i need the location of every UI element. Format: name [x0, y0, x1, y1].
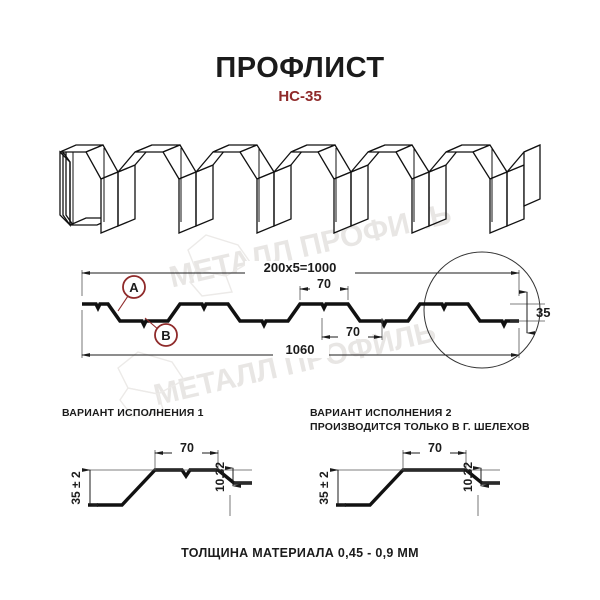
dimension-label-trough-bottom: 70	[346, 325, 360, 339]
detail-circle	[423, 251, 541, 369]
watermark-logo-bottom	[117, 351, 186, 417]
dimension-crest-top: 70	[299, 277, 349, 291]
variant-2-label-top-width: 70	[428, 441, 442, 455]
variant-2-heading-line-1: ВАРИАНТ ИСПОЛНЕНИЯ 2	[310, 407, 452, 419]
callout-a-label: A	[129, 280, 139, 295]
dimension-trough-bottom: 70	[321, 325, 383, 339]
dimension-label-crest-top: 70	[317, 277, 331, 291]
variant-1-dimension-top-width: 70	[154, 441, 219, 455]
callout-b: B	[144, 317, 178, 347]
dimension-label-working-width: 200x5=1000	[264, 260, 337, 275]
profile-outline	[82, 302, 519, 330]
variant-2-label-flange: 10.32	[461, 462, 475, 492]
variant-2-label-height: 35 ± 2	[317, 471, 331, 505]
variant-2-dimension-top-width: 70	[402, 441, 467, 455]
variant-2-drawing: 70 10.32 35 ± 2	[317, 441, 500, 516]
callout-b-label: B	[161, 328, 170, 343]
dimension-overall-width: 1060	[81, 342, 520, 358]
variant-1-dimension-flange: 10.32	[213, 462, 241, 492]
dimension-label-overall-width: 1060	[286, 342, 315, 357]
variant-1-heading-line-1: ВАРИАНТ ИСПОЛНЕНИЯ 1	[62, 407, 204, 419]
page-subtitle-model: НС-35	[278, 88, 322, 105]
variant-1-label-height: 35 ± 2	[69, 471, 83, 505]
variant-1-label-flange: 10.32	[213, 462, 227, 492]
material-thickness-note: ТОЛЩИНА МАТЕРИАЛА 0,45 - 0,9 ММ	[181, 546, 419, 560]
variant-2-heading-line-2: ПРОИЗВОДИТСЯ ТОЛЬКО В Г. ШЕЛЕХОВ	[310, 421, 530, 433]
variant-2-dimension-flange: 10.32	[461, 462, 489, 492]
variant-1-dimension-height: 35 ± 2	[69, 468, 98, 507]
callout-a: A	[117, 275, 146, 312]
dimension-height: 35	[519, 290, 550, 335]
variant-2-dimension-height: 35 ± 2	[317, 468, 346, 507]
variant-1-heading: ВАРИАНТ ИСПОЛНЕНИЯ 1	[62, 406, 204, 420]
variant-1-label-top-width: 70	[180, 441, 194, 455]
dimension-working-width: 200x5=1000	[81, 260, 520, 276]
variant-2-heading: ВАРИАНТ ИСПОЛНЕНИЯ 2 ПРОИЗВОДИТСЯ ТОЛЬКО…	[310, 406, 530, 434]
page-title: ПРОФЛИСТ	[215, 52, 385, 84]
dimension-label-height: 35	[536, 305, 550, 320]
variant-1-drawing: 70 10.32 35 ± 2	[69, 441, 252, 516]
